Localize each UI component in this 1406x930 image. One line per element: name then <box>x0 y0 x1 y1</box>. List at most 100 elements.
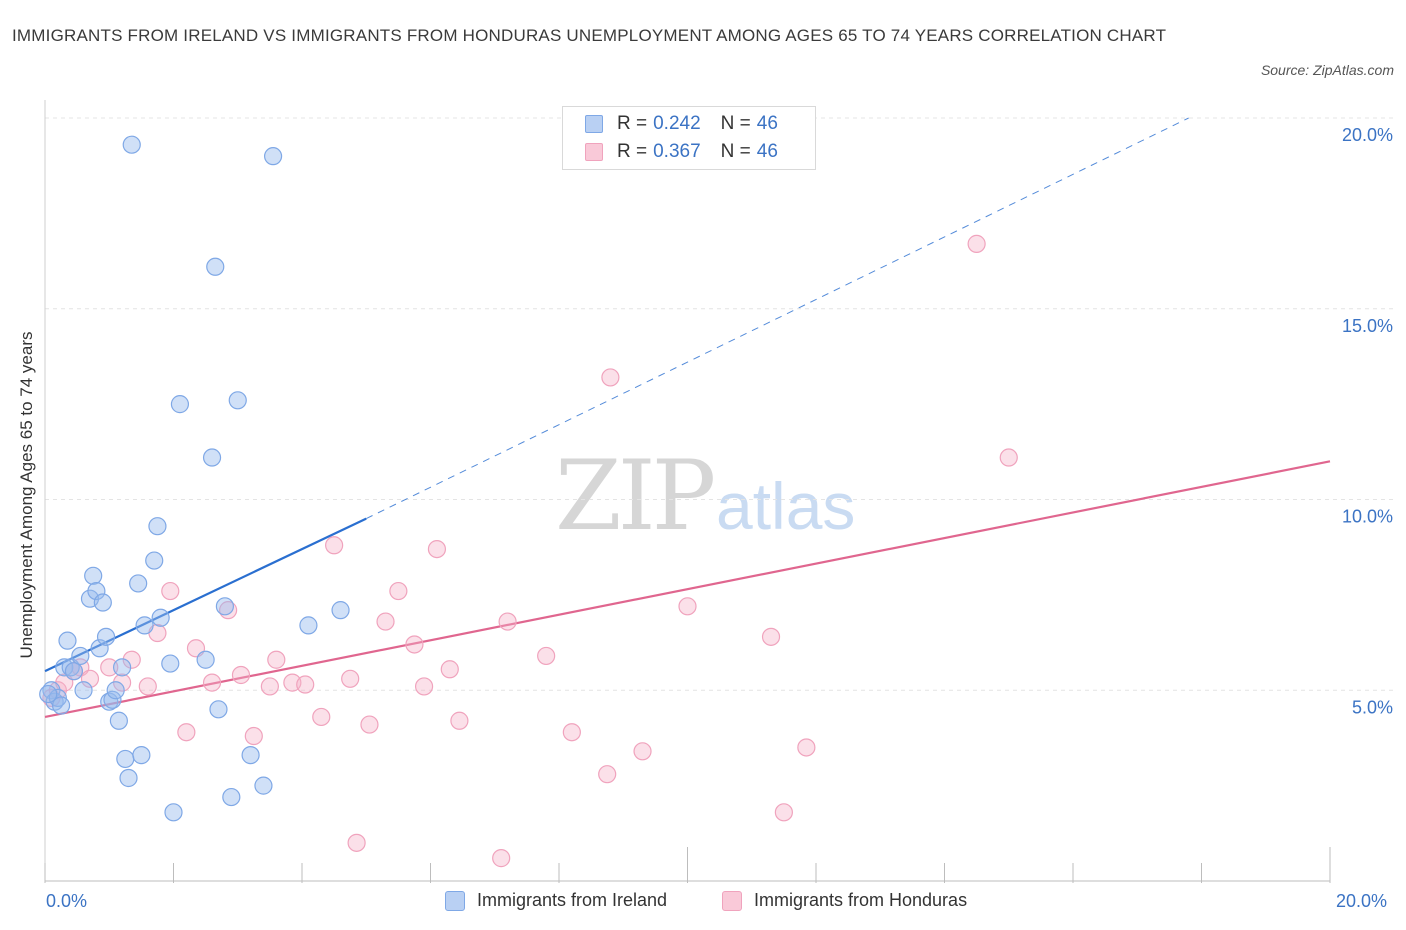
data-point-honduras <box>347 833 366 852</box>
data-point-ireland <box>119 768 138 788</box>
y-tick-label: 5.0% <box>1352 697 1393 717</box>
data-point-ireland <box>135 616 154 635</box>
data-point-ireland <box>132 746 151 765</box>
series-swatch-ireland <box>445 890 465 911</box>
data-point-ireland <box>151 608 170 627</box>
trend-line-extension-ireland <box>366 117 1189 520</box>
data-point-ireland <box>331 601 350 620</box>
legend-row-honduras: R = 0.367 N = 46 <box>585 139 778 165</box>
legend-row-ireland: R = 0.242 N = 46 <box>585 111 778 137</box>
data-point-ireland <box>215 597 234 616</box>
data-point-ireland <box>222 787 241 807</box>
data-point-ireland <box>196 650 215 669</box>
data-point-ireland <box>202 448 222 467</box>
series-swatch-honduras <box>722 890 742 911</box>
data-point-honduras <box>100 658 119 677</box>
data-point-ireland <box>116 749 135 769</box>
y-tick-label: 15.0% <box>1342 316 1393 336</box>
data-point-ireland <box>228 391 247 410</box>
data-point-honduras <box>427 539 447 559</box>
legend-r-honduras: 0.367 <box>653 141 701 162</box>
watermark-atlas: atlas <box>716 469 856 543</box>
data-point-ireland <box>161 654 180 673</box>
data-points <box>39 135 1018 868</box>
data-point-ireland <box>241 746 260 765</box>
data-point-ireland <box>164 803 183 822</box>
data-point-ireland <box>122 135 141 154</box>
data-point-honduras <box>161 581 180 601</box>
data-point-honduras <box>231 665 251 685</box>
data-point-ireland <box>100 692 119 711</box>
data-point-honduras <box>414 677 434 696</box>
legend-r-ireland: 0.242 <box>653 113 701 134</box>
data-point-ireland <box>209 700 228 719</box>
data-point-honduras <box>244 726 263 746</box>
data-point-honduras <box>112 673 132 692</box>
data-point-ireland <box>254 776 273 795</box>
data-point-honduras <box>440 660 459 679</box>
trend-lines <box>44 117 1331 719</box>
data-point-honduras <box>202 673 222 692</box>
data-point-honduras <box>761 627 781 646</box>
data-point-ireland <box>58 631 77 650</box>
data-point-honduras <box>405 635 424 654</box>
data-point-honduras <box>325 536 344 555</box>
grid-lines <box>45 117 1394 691</box>
data-point-honduras <box>562 723 581 742</box>
data-point-honduras <box>389 581 408 601</box>
data-point-ireland <box>109 711 128 730</box>
data-point-honduras <box>267 650 286 669</box>
data-point-ireland <box>112 658 132 677</box>
data-point-honduras <box>492 849 511 868</box>
data-point-ireland <box>206 257 225 276</box>
data-point-honduras <box>360 715 379 734</box>
data-point-honduras <box>48 681 67 700</box>
tick-labels: 5.0% 10.0% 15.0% 20.0% <box>1342 125 1393 717</box>
data-point-honduras <box>537 646 556 666</box>
data-point-honduras <box>498 612 517 631</box>
legend-swatch-honduras <box>585 143 603 161</box>
data-point-ireland <box>39 684 58 704</box>
chart-title: IMMIGRANTS FROM IRELAND VS IMMIGRANTS FR… <box>12 26 1167 45</box>
data-point-ireland <box>93 593 112 612</box>
data-point-ireland <box>145 551 164 570</box>
legend-n-honduras: 46 <box>756 141 778 162</box>
data-point-honduras <box>312 707 331 727</box>
data-point-ireland <box>103 690 122 709</box>
x-tick-label-min: 0.0% <box>46 891 88 911</box>
data-point-honduras <box>80 669 100 688</box>
data-point-ireland <box>55 658 74 677</box>
data-point-honduras <box>797 738 816 757</box>
series-legend: Immigrants from Ireland Immigrants from … <box>0 890 1406 916</box>
data-point-honduras <box>633 742 652 761</box>
data-point-ireland <box>170 395 190 414</box>
x-tick-label-max: 20.0% <box>1336 891 1388 911</box>
data-point-honduras <box>138 677 157 696</box>
data-point-honduras <box>122 650 141 669</box>
data-point-ireland <box>64 662 84 681</box>
chart-source: Source: ZipAtlas.com <box>1260 62 1394 78</box>
data-point-ireland <box>74 681 93 700</box>
data-point-honduras <box>967 234 986 253</box>
data-point-ireland <box>129 574 148 593</box>
data-point-honduras <box>678 597 697 616</box>
y-tick-label: 10.0% <box>1342 507 1393 527</box>
data-point-ireland <box>96 627 116 646</box>
data-point-ireland <box>71 646 90 666</box>
correlation-legend: R = 0.242 N = 46 R = 0.367 N = 46 <box>562 106 816 170</box>
series-legend-honduras: Immigrants from Honduras <box>722 890 967 911</box>
data-point-honduras <box>296 675 315 694</box>
legend-n-ireland: 46 <box>756 113 778 134</box>
data-point-ireland <box>263 147 283 166</box>
data-point-honduras <box>260 677 279 696</box>
data-point-honduras <box>601 368 620 387</box>
series-label-ireland: Immigrants from Ireland <box>477 890 668 910</box>
trend-line-ireland <box>44 517 367 673</box>
y-axis-label: Unemployment Among Ages 65 to 74 years <box>17 332 36 659</box>
data-point-ireland <box>84 566 103 585</box>
y-tick-label: 20.0% <box>1342 125 1393 145</box>
data-point-ireland <box>51 696 71 715</box>
series-legend-ireland: Immigrants from Ireland <box>445 890 667 911</box>
data-point-honduras <box>999 448 1018 467</box>
data-point-honduras <box>598 765 617 784</box>
